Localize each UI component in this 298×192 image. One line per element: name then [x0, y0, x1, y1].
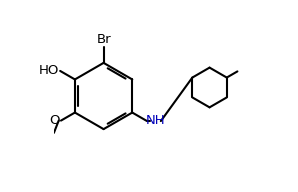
Text: NH: NH — [146, 114, 165, 127]
Text: HO: HO — [39, 65, 59, 77]
Text: Br: Br — [96, 33, 111, 46]
Text: O: O — [50, 114, 60, 127]
